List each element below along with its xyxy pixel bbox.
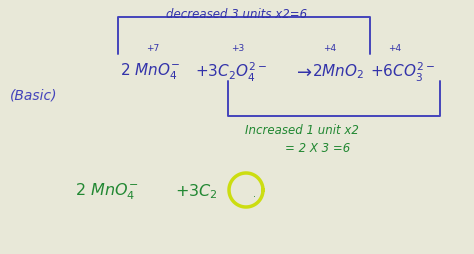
Text: .: . [253,188,256,198]
Text: $+6CO_3^{2-}$: $+6CO_3^{2-}$ [370,60,435,83]
Text: $2\ MnO_4^{-}$: $2\ MnO_4^{-}$ [120,61,181,82]
Text: = 2 X 3 =6: = 2 X 3 =6 [285,141,350,154]
Text: (Basic): (Basic) [10,88,57,102]
Text: +3: +3 [231,44,245,53]
Text: $2MnO_2$: $2MnO_2$ [312,62,364,81]
Text: +7: +7 [146,44,160,53]
Text: +4: +4 [323,44,337,53]
Text: $+3C_2$: $+3C_2$ [175,182,218,201]
Text: $\rightarrow$: $\rightarrow$ [293,63,313,81]
Text: $2\ MnO_4^{-}$: $2\ MnO_4^{-}$ [75,181,138,201]
Text: Increased 1 unit x2: Increased 1 unit x2 [245,123,359,136]
Text: +4: +4 [388,44,401,53]
Text: $+3C_2O_4^{2-}$: $+3C_2O_4^{2-}$ [195,60,267,83]
Text: decreased 3 units x2=6: decreased 3 units x2=6 [166,8,308,21]
